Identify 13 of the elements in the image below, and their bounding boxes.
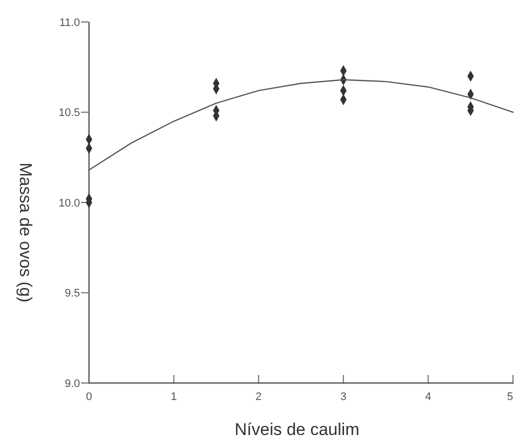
x-tick-label: 0: [86, 391, 92, 403]
y-tick-label: 10.5: [58, 107, 80, 120]
y-tick-label: 10.0: [58, 197, 80, 210]
x-tick-label: 1: [170, 391, 177, 403]
x-tick-label: 4: [425, 391, 432, 403]
y-axis-title: Massa de ovos (g): [16, 162, 35, 302]
y-tick-label: 9.0: [64, 378, 80, 390]
x-tick-label: 5: [506, 391, 514, 403]
x-tick-label: 3: [340, 391, 346, 403]
x-tick-label: 2: [256, 391, 262, 403]
y-tick-label: 9.5: [64, 288, 80, 300]
y-tick-label: 11.0: [59, 16, 80, 29]
x-axis-title: Níveis de caulim: [234, 420, 360, 439]
